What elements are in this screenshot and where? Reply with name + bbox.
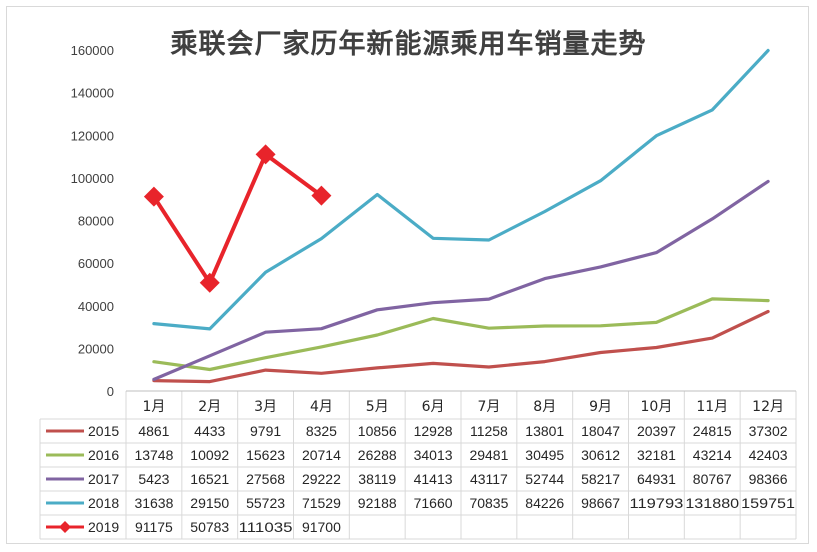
table-cell: 159751 bbox=[741, 495, 795, 511]
table-cell: 16521 bbox=[190, 471, 229, 487]
y-tick-label: 140000 bbox=[71, 86, 114, 101]
table-cell: 71529 bbox=[302, 495, 341, 511]
table-cell: 38119 bbox=[358, 471, 396, 487]
table-cell: 29150 bbox=[190, 495, 229, 511]
y-tick-label: 0 bbox=[107, 384, 114, 399]
table-cell: 4861 bbox=[138, 423, 169, 439]
data-point-2019 bbox=[255, 144, 276, 165]
data-point-2019 bbox=[199, 272, 220, 293]
table-cell: 91175 bbox=[135, 519, 173, 535]
table-cell: 43117 bbox=[470, 471, 508, 487]
x-tick-label: 1月 bbox=[142, 399, 165, 415]
y-tick-label: 20000 bbox=[78, 341, 114, 356]
table-cell: 34013 bbox=[414, 447, 453, 463]
y-axis: 0 20000 40000 60000 80000 100000 120000 140000 1… bbox=[71, 43, 114, 399]
legend-label: 2017 bbox=[88, 471, 119, 487]
x-tick-label: 12月 bbox=[752, 399, 784, 415]
x-tick-label: 2月 bbox=[198, 399, 221, 415]
table-cell: 43214 bbox=[693, 447, 732, 463]
x-tick-label: 8月 bbox=[533, 399, 556, 415]
y-tick-label: 160000 bbox=[71, 43, 114, 58]
y-tick-label: 100000 bbox=[71, 171, 114, 186]
series-line-2018 bbox=[152, 48, 770, 331]
x-tick-label: 5月 bbox=[366, 399, 389, 415]
table-cell: 131880 bbox=[685, 495, 739, 511]
series-line-2019 bbox=[151, 152, 324, 285]
legend-label: 2015 bbox=[88, 423, 119, 439]
table-cell: 15623 bbox=[246, 447, 285, 463]
x-tick-label: 11月 bbox=[696, 399, 728, 415]
table-cell: 12928 bbox=[414, 423, 453, 439]
table-cell: 13748 bbox=[134, 447, 173, 463]
table-cell: 5423 bbox=[138, 471, 169, 487]
x-tick-label: 6月 bbox=[422, 399, 445, 415]
table-cell: 29481 bbox=[469, 447, 508, 463]
y-tick-label: 120000 bbox=[71, 128, 114, 143]
table-cell: 30495 bbox=[525, 447, 564, 463]
chart-frame bbox=[6, 6, 809, 544]
x-tick-label: 7月 bbox=[477, 399, 500, 415]
table-cell: 31638 bbox=[134, 495, 173, 511]
table-cell: 64931 bbox=[637, 471, 676, 487]
table-cell: 20397 bbox=[637, 423, 676, 439]
series-line-2016 bbox=[152, 297, 770, 372]
table-cell: 70835 bbox=[469, 495, 508, 511]
table-cell: 98667 bbox=[581, 495, 620, 511]
table-cell: 42403 bbox=[749, 447, 788, 463]
table-cell: 18047 bbox=[581, 423, 620, 439]
x-tick-label: 10月 bbox=[641, 399, 673, 415]
table-cell: 71660 bbox=[414, 495, 453, 511]
table-cell: 119793 bbox=[630, 495, 684, 511]
legend-label: 2016 bbox=[88, 447, 119, 463]
table-cell: 13801 bbox=[525, 423, 564, 439]
table-cell: 91700 bbox=[302, 519, 341, 535]
table-cell: 111035 bbox=[239, 519, 293, 535]
series-line-2015 bbox=[152, 309, 770, 384]
y-tick-label: 60000 bbox=[78, 256, 114, 271]
table-cell: 55723 bbox=[246, 495, 285, 511]
y-tick-label: 40000 bbox=[78, 299, 114, 314]
table-cell: 27568 bbox=[246, 471, 285, 487]
table-cell: 20714 bbox=[302, 447, 341, 463]
table-cell: 30612 bbox=[581, 447, 620, 463]
table-cell: 4433 bbox=[194, 423, 225, 439]
table-cell: 8325 bbox=[306, 423, 337, 439]
table-cell: 50783 bbox=[190, 519, 229, 535]
table-cell: 92188 bbox=[358, 495, 397, 511]
legend-label: 2018 bbox=[88, 495, 119, 511]
table-cell: 9791 bbox=[250, 423, 281, 439]
data-table: 1月 2月 3月 4月 5月 6月 7月 8月 9月 10月 11月 12月 2015 4861 4433 9… bbox=[39, 390, 797, 540]
table-cell: 10092 bbox=[190, 447, 229, 463]
table-cell: 52744 bbox=[525, 471, 564, 487]
table-cell: 10856 bbox=[358, 423, 397, 439]
legend-label: 2019 bbox=[88, 519, 119, 535]
data-point-2019 bbox=[143, 186, 164, 207]
x-tick-label: 3月 bbox=[254, 399, 277, 415]
table-cell: 32181 bbox=[637, 447, 676, 463]
y-tick-label: 80000 bbox=[78, 214, 114, 229]
series-line-2017 bbox=[152, 179, 770, 381]
table-cell: 29222 bbox=[302, 471, 341, 487]
table-cell: 98366 bbox=[749, 471, 788, 487]
legend-marker-2019 bbox=[59, 521, 71, 533]
table-cell: 84226 bbox=[525, 495, 564, 511]
table-cell: 37302 bbox=[749, 423, 788, 439]
x-tick-label: 9月 bbox=[589, 399, 612, 415]
table-cell: 11258 bbox=[470, 423, 508, 439]
x-tick-label: 4月 bbox=[310, 399, 333, 415]
table-cell: 26288 bbox=[358, 447, 397, 463]
table-cell: 24815 bbox=[693, 423, 732, 439]
table-cell: 58217 bbox=[581, 471, 620, 487]
table-cell: 41413 bbox=[414, 471, 453, 487]
data-point-2019 bbox=[311, 185, 332, 206]
chart-title: 乘联会厂家历年新能源乘用车销量走势 bbox=[170, 29, 647, 60]
series-lines bbox=[143, 48, 770, 384]
table-cell: 80767 bbox=[693, 471, 732, 487]
